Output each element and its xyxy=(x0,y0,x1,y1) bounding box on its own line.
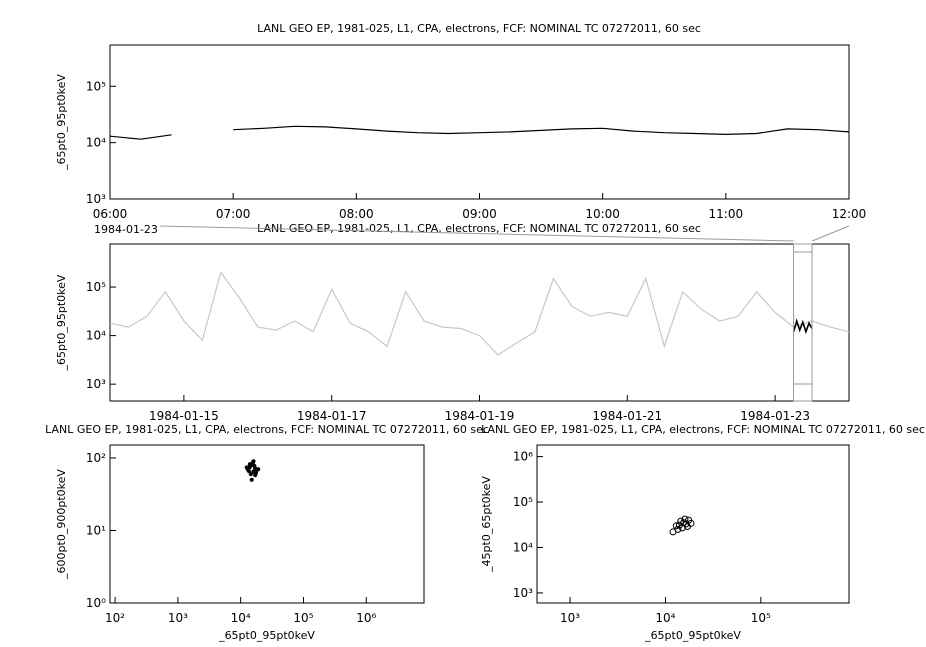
plot-frame xyxy=(536,444,850,604)
y-tick-label: 10⁵ xyxy=(86,280,106,294)
zoom-connector xyxy=(159,225,794,242)
y-tick-label: 10⁶ xyxy=(513,450,533,464)
y-tick-label: 10³ xyxy=(513,586,533,600)
x-tick-label: 1984-01-21 xyxy=(592,409,662,423)
x-tick-label: 09:00 xyxy=(462,207,497,221)
y-axis-label: _65pt0_95pt0keV xyxy=(55,74,68,171)
y-tick-label: 10³ xyxy=(86,377,106,391)
y-tick-label: 10⁴ xyxy=(513,540,533,554)
scatter-point xyxy=(256,467,261,472)
x-tick-label: 11:00 xyxy=(709,207,744,221)
y-tick-label: 10⁵ xyxy=(86,79,106,93)
y-tick-label: 10² xyxy=(86,451,106,465)
x-tick-label: 10⁴ xyxy=(231,611,251,625)
x-tick-label: 06:00 xyxy=(93,207,128,221)
y-tick-label: 10⁰ xyxy=(86,596,106,610)
y-tick-label: 10⁴ xyxy=(86,136,106,150)
x-tick-label: 10² xyxy=(105,611,125,625)
x-tick-label: 1984-01-23 xyxy=(740,409,810,423)
scatter-point xyxy=(251,459,256,464)
chart-title: LANL GEO EP, 1981-025, L1, CPA, electron… xyxy=(45,423,489,436)
x-tick-label: 10³ xyxy=(560,611,580,625)
scatter-point xyxy=(248,471,253,477)
scatter-point xyxy=(672,522,680,530)
chart-title: LANL GEO EP, 1981-025, L1, CPA, electron… xyxy=(257,22,701,35)
data-line xyxy=(109,271,850,356)
scatter-point xyxy=(249,477,254,482)
data-line xyxy=(109,125,850,140)
plot-frame xyxy=(109,444,425,604)
plot-frame xyxy=(109,44,850,200)
zoom-box xyxy=(793,243,813,402)
chart-title: LANL GEO EP, 1981-025, L1, CPA, electron… xyxy=(481,423,925,436)
y-tick-label: 10³ xyxy=(86,192,106,206)
y-tick-label: 10⁵ xyxy=(513,495,533,509)
plot-frame xyxy=(109,243,850,402)
scatter-point xyxy=(669,528,677,536)
scatter-point xyxy=(253,473,258,478)
x-tick-label: 10⁶ xyxy=(356,611,376,625)
x-tick-label: 10⁵ xyxy=(751,611,771,625)
data-line xyxy=(792,318,813,335)
x-tick-label: 07:00 xyxy=(216,207,251,221)
x-tick-label: 10³ xyxy=(168,611,188,625)
x-axis-label: _65pt0_95pt0keV xyxy=(644,629,741,642)
scatter-point xyxy=(252,463,257,468)
chart-title: LANL GEO EP, 1981-025, L1, CPA, electron… xyxy=(257,222,701,235)
y-axis-label: _45pt0_65pt0keV xyxy=(480,476,493,573)
x-tick-label: 10⁵ xyxy=(293,611,313,625)
x-tick-label: 10⁴ xyxy=(655,611,675,625)
scatter-point xyxy=(244,465,249,470)
x-tick-label: 1984-01-15 xyxy=(149,409,219,423)
x-axis-label: _65pt0_95pt0keV xyxy=(218,629,315,642)
scatter-point xyxy=(681,515,689,523)
x-tick-label: 1984-01-17 xyxy=(297,409,367,423)
y-tick-label: 10⁴ xyxy=(86,329,106,343)
scatter-point xyxy=(246,468,251,474)
scatter-point xyxy=(247,462,252,467)
x-tick-label: 10:00 xyxy=(585,207,620,221)
x-tick-label: 12:00 xyxy=(832,207,867,221)
y-axis-label: _600pt0_900pt0keV xyxy=(55,469,68,580)
y-axis-label: _65pt0_95pt0keV xyxy=(55,274,68,371)
scatter-point xyxy=(675,521,683,529)
zoom-connector xyxy=(811,225,850,242)
scatter-point xyxy=(682,520,690,528)
x-tick-label: 08:00 xyxy=(339,207,374,221)
date-annotation: 1984-01-23 xyxy=(94,223,158,236)
x-tick-label: 1984-01-19 xyxy=(445,409,515,423)
y-tick-label: 10¹ xyxy=(86,523,106,537)
